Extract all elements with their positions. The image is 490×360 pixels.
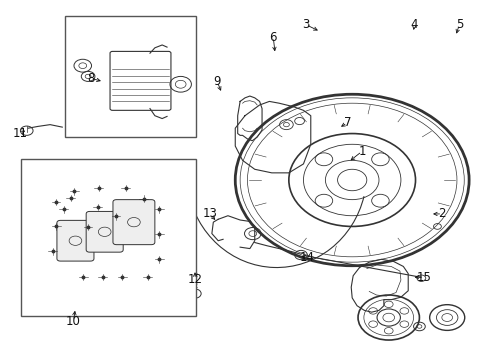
Text: 8: 8 <box>87 72 94 85</box>
Text: 13: 13 <box>202 207 218 220</box>
FancyBboxPatch shape <box>57 220 94 261</box>
Text: 9: 9 <box>214 75 221 88</box>
Text: 6: 6 <box>270 31 277 44</box>
Text: 3: 3 <box>302 18 310 31</box>
Text: 12: 12 <box>188 273 203 286</box>
Text: 10: 10 <box>66 315 81 328</box>
Text: 5: 5 <box>456 18 463 31</box>
FancyBboxPatch shape <box>86 211 123 252</box>
FancyBboxPatch shape <box>110 51 171 111</box>
Text: 7: 7 <box>343 116 351 129</box>
Text: 2: 2 <box>439 207 446 220</box>
Bar <box>65 16 196 137</box>
Bar <box>21 158 196 316</box>
Text: 11: 11 <box>12 127 27 140</box>
Text: 15: 15 <box>417 271 432 284</box>
Text: 14: 14 <box>300 251 315 264</box>
Text: 1: 1 <box>358 145 366 158</box>
FancyBboxPatch shape <box>113 200 155 245</box>
Text: 4: 4 <box>411 18 418 31</box>
